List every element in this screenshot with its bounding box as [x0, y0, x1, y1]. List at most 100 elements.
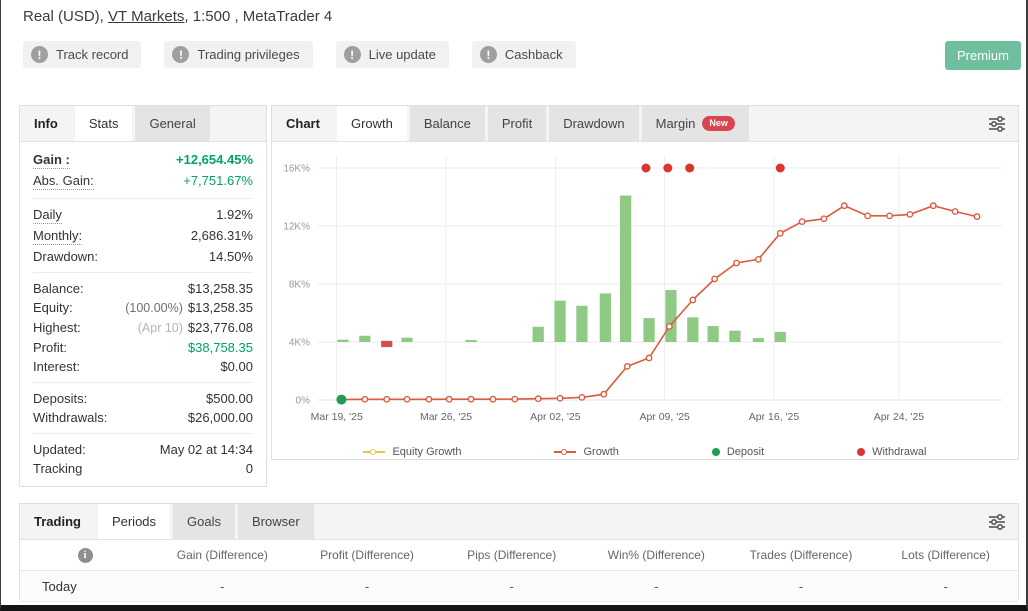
info-row-value-text: +12,654.45%	[176, 152, 253, 167]
table-cell: -	[509, 578, 514, 594]
info-row-value-text: $500.00	[206, 391, 253, 406]
legend-item-growth[interactable]: Growth	[554, 446, 619, 458]
column-header-pips-difference: Pips (Difference)	[467, 548, 557, 562]
periods-tab-browser[interactable]: Browser	[238, 504, 314, 539]
table-cell: -	[220, 578, 225, 594]
broker-link[interactable]: VT Markets	[108, 8, 185, 25]
info-row-interest: Interest: $0.00	[33, 357, 253, 376]
badge-track-record[interactable]: ! Track record	[23, 41, 142, 68]
divider	[33, 382, 253, 383]
chart-tab-growth[interactable]: Growth	[336, 106, 407, 141]
info-row-updated: Updated: May 02 at 14:34	[33, 440, 253, 459]
info-row-deposits: Deposits: $500.00	[33, 389, 253, 408]
svg-text:4K%: 4K%	[289, 338, 310, 349]
table-row-today: Today - - - - - -	[20, 570, 1018, 602]
svg-text:Mar 19, '25: Mar 19, '25	[311, 411, 363, 423]
legend-line-marker	[561, 448, 568, 455]
table-cell: -	[364, 578, 370, 594]
info-row-tracking: Tracking 0	[33, 459, 253, 478]
tab-label: Profit	[501, 116, 533, 131]
tab-label: Stats	[88, 116, 119, 131]
info-row-value-text: May 02 at 14:34	[159, 442, 253, 457]
info-row-value: +7,751.67%	[183, 173, 253, 188]
info-tab-info[interactable]: Info	[20, 106, 72, 141]
table-cell: -	[798, 578, 804, 594]
periods-table-header: i Gain (Difference) Profit (Difference) Pip…	[20, 540, 1018, 570]
info-row-value-text: $13,258.35	[187, 281, 253, 296]
account-title-prefix: Real (USD),	[23, 8, 109, 25]
periods-tab-periods[interactable]: Periods	[97, 504, 171, 539]
info-tabbar: Info Stats General	[20, 106, 266, 142]
chart-tab-margin[interactable]: Margin New	[641, 106, 749, 141]
exclamation-icon: !	[31, 46, 48, 63]
periods-tab-trading[interactable]: Trading	[20, 504, 95, 539]
info-row-value: 14.50%	[209, 249, 253, 264]
chart-tab-balance[interactable]: Balance	[409, 106, 485, 141]
tab-label: Info	[34, 116, 58, 131]
info-row-value: May 02 at 14:34	[160, 442, 253, 457]
info-row-label: Tracking	[33, 461, 83, 476]
tab-label: Browser	[252, 514, 300, 529]
chart-tab-chart[interactable]: Chart	[272, 106, 334, 141]
svg-text:Apr 09, '25: Apr 09, '25	[639, 411, 690, 423]
svg-text:Mar 26, '25: Mar 26, '25	[420, 411, 472, 423]
legend-item-equity-growth[interactable]: Equity Growth	[363, 446, 462, 458]
info-row-label: Daily	[33, 207, 62, 224]
info-row-value: $38,758.35	[188, 340, 253, 355]
info-row-withdrawals: Withdrawals: $26,000.00	[33, 408, 253, 427]
info-row-value-text: $38,758.35	[187, 340, 253, 355]
new-badge: New	[702, 116, 735, 131]
table-cell: -	[943, 578, 948, 594]
info-row-value: (Apr 10) $23,776.08	[138, 320, 253, 336]
info-row-value-text: 1.92%	[216, 207, 253, 222]
info-row-value-text: $23,776.08	[187, 320, 253, 335]
info-row-value: $500.00	[206, 391, 253, 406]
badge-trading-privileges[interactable]: ! Trading privileges	[164, 41, 313, 68]
info-row-label: Interest:	[33, 359, 80, 374]
tab-label: Drawdown	[563, 116, 625, 131]
badge-cashback[interactable]: ! Cashback	[471, 41, 576, 68]
info-row-label: Updated:	[33, 442, 86, 457]
legend-label: Equity Growth	[392, 446, 462, 458]
exclamation-icon: !	[479, 46, 497, 63]
legend-item-deposit[interactable]: Deposit	[711, 446, 764, 458]
legend-line-marker	[370, 448, 377, 455]
info-row-label: Monthly:	[33, 228, 83, 245]
info-row-label: Highest:	[33, 320, 81, 335]
badge-label: Track record	[56, 47, 129, 62]
legend-label: Growth	[583, 446, 619, 458]
tab-label: Goals	[187, 514, 221, 529]
legend-item-withdrawal[interactable]: Withdrawal	[857, 446, 926, 458]
info-row-abs-gain: Abs. Gain: +7,751.67%	[33, 171, 253, 192]
info-row-value: 0	[246, 461, 253, 476]
chart-legend: Equity Growth Growth Deposit Withdrawal	[272, 439, 1018, 465]
growth-chart: 0% 4K% 8K% 12K% 16K% Mar 19, '25 Mar 26, '25 Ap…	[283, 156, 1002, 423]
legend-label: Withdrawal	[872, 446, 927, 458]
chart-panel: Chart Growth Balance Profit Drawdown Margin Ne…	[271, 105, 1019, 460]
info-stats-list: Gain : +12,654.45% Abs. Gain: +7,751.67% Dai…	[20, 142, 266, 478]
chart-settings-icon[interactable]	[986, 511, 1008, 533]
info-row-daily: Daily 1.92%	[33, 205, 253, 226]
premium-button[interactable]: Premium	[945, 41, 1021, 70]
svg-text:12K%: 12K%	[283, 222, 310, 233]
badge-live-update[interactable]: ! Live update	[335, 41, 449, 68]
svg-text:Apr 16, '25: Apr 16, '25	[749, 411, 800, 423]
chart-tab-profit[interactable]: Profit	[487, 106, 547, 141]
periods-tab-goals[interactable]: Goals	[173, 504, 235, 539]
info-row-value-text: 2,686.31%	[190, 228, 253, 243]
chart-tab-drawdown[interactable]: Drawdown	[549, 106, 639, 141]
info-tab-general[interactable]: General	[135, 106, 210, 141]
info-row-gain: Gain : +12,654.45%	[33, 150, 253, 171]
exclamation-icon: !	[343, 46, 361, 63]
info-row-label: Equity:	[33, 300, 73, 315]
info-row-drawdown: Drawdown: 14.50%	[33, 247, 253, 266]
info-tab-stats[interactable]: Stats	[74, 106, 133, 141]
tab-label: Growth	[350, 116, 393, 131]
info-row-label: Gain :	[33, 152, 70, 169]
info-row-value: (100.00%) $13,258.35	[125, 300, 253, 316]
chart-settings-icon[interactable]	[986, 113, 1008, 135]
info-row-value-text: +7,751.67%	[183, 173, 253, 188]
svg-text:Apr 24, '25: Apr 24, '25	[874, 411, 925, 423]
legend-dot-swatch	[711, 448, 720, 456]
